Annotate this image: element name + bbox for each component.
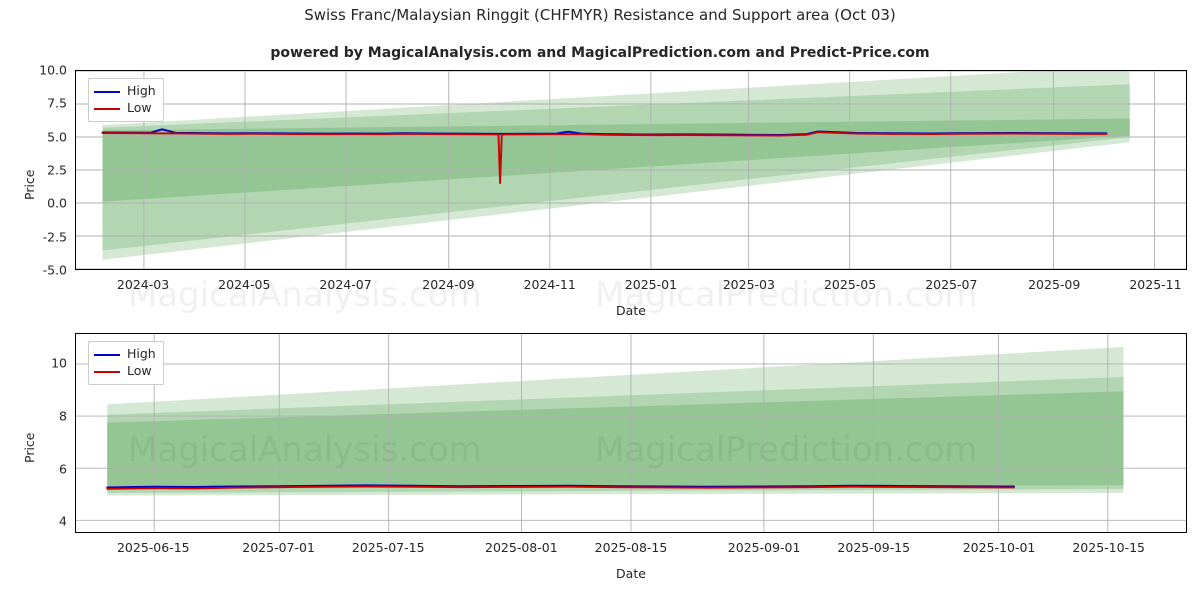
y-tick-label: 7.5 (47, 95, 67, 111)
bottom-x-axis-label: Date (616, 566, 646, 581)
top-x-axis-label: Date (616, 303, 646, 318)
x-tick-label: 2025-06-15 (116, 540, 190, 555)
legend-item-high: High (94, 346, 156, 363)
high-line-swatch (94, 90, 120, 93)
x-tick-label: 2024-07 (319, 277, 372, 292)
bottom-chart-panel (75, 333, 1187, 533)
x-tick-label: 2025-10-01 (962, 540, 1036, 555)
x-tick-label: 2025-07 (925, 277, 978, 292)
x-tick-label: 2025-09-01 (727, 540, 801, 555)
x-tick-label: 2024-09 (422, 277, 475, 292)
x-tick-label: 2025-07-01 (242, 540, 315, 555)
low-line-swatch (94, 107, 120, 110)
bottom-y-axis-label: Price (22, 432, 37, 464)
bottom-plot-area (75, 333, 1187, 533)
legend-item-low: Low (94, 363, 156, 380)
series-line-low (101, 131, 1108, 185)
bottom-legend: High Low (88, 341, 164, 385)
high-line-swatch (94, 353, 120, 356)
top-plot-svg (76, 71, 1186, 269)
y-tick-label: -5.0 (42, 262, 67, 278)
legend-label-low: Low (127, 363, 152, 379)
y-tick-label: 4 (59, 513, 67, 529)
page-subtitle: powered by MagicalAnalysis.com and Magic… (270, 45, 930, 61)
top-legend: High Low (88, 78, 164, 122)
x-tick-label: 2025-05 (823, 277, 877, 292)
x-tick-label: 2024-11 (523, 277, 576, 292)
y-tick-label: -2.5 (42, 229, 67, 245)
series-line-high (106, 484, 1015, 489)
legend-item-low: Low (94, 100, 156, 117)
y-tick-label: 10.0 (39, 62, 67, 78)
legend-label-low: Low (127, 100, 152, 116)
x-tick-label: 2025-08-01 (485, 540, 558, 555)
x-tick-label: 2025-09-15 (837, 540, 911, 555)
y-tick-label: 6 (59, 461, 67, 477)
x-tick-label: 2025-08-15 (594, 540, 668, 555)
x-tick-label: 2025-03 (722, 277, 775, 292)
y-tick-label: 8 (59, 408, 67, 424)
y-tick-label: 2.5 (47, 162, 67, 178)
x-tick-label: 2025-01 (624, 277, 678, 292)
x-tick-label: 2024-05 (218, 277, 271, 292)
x-tick-label: 2025-11 (1129, 277, 1182, 292)
x-tick-label: 2024-03 (116, 277, 170, 292)
x-tick-label: 2025-09 (1028, 277, 1081, 292)
page-title: Swiss Franc/Malaysian Ringgit (CHFMYR) R… (304, 6, 896, 24)
y-tick-label: 0.0 (47, 195, 67, 211)
bottom-plot-svg (76, 334, 1186, 532)
y-tick-label: 5.0 (47, 129, 67, 145)
x-tick-label: 2025-10-15 (1072, 540, 1146, 555)
low-line-swatch (94, 370, 120, 373)
inner-band (102, 118, 1130, 202)
legend-label-high: High (127, 83, 156, 99)
series-line-low (106, 485, 1015, 490)
x-tick-label: 2025-07-15 (351, 540, 425, 555)
top-chart-panel (75, 70, 1187, 270)
legend-item-high: High (94, 83, 156, 100)
top-plot-area (75, 70, 1187, 270)
legend-label-high: High (127, 346, 156, 362)
y-tick-label: 10 (51, 355, 67, 371)
